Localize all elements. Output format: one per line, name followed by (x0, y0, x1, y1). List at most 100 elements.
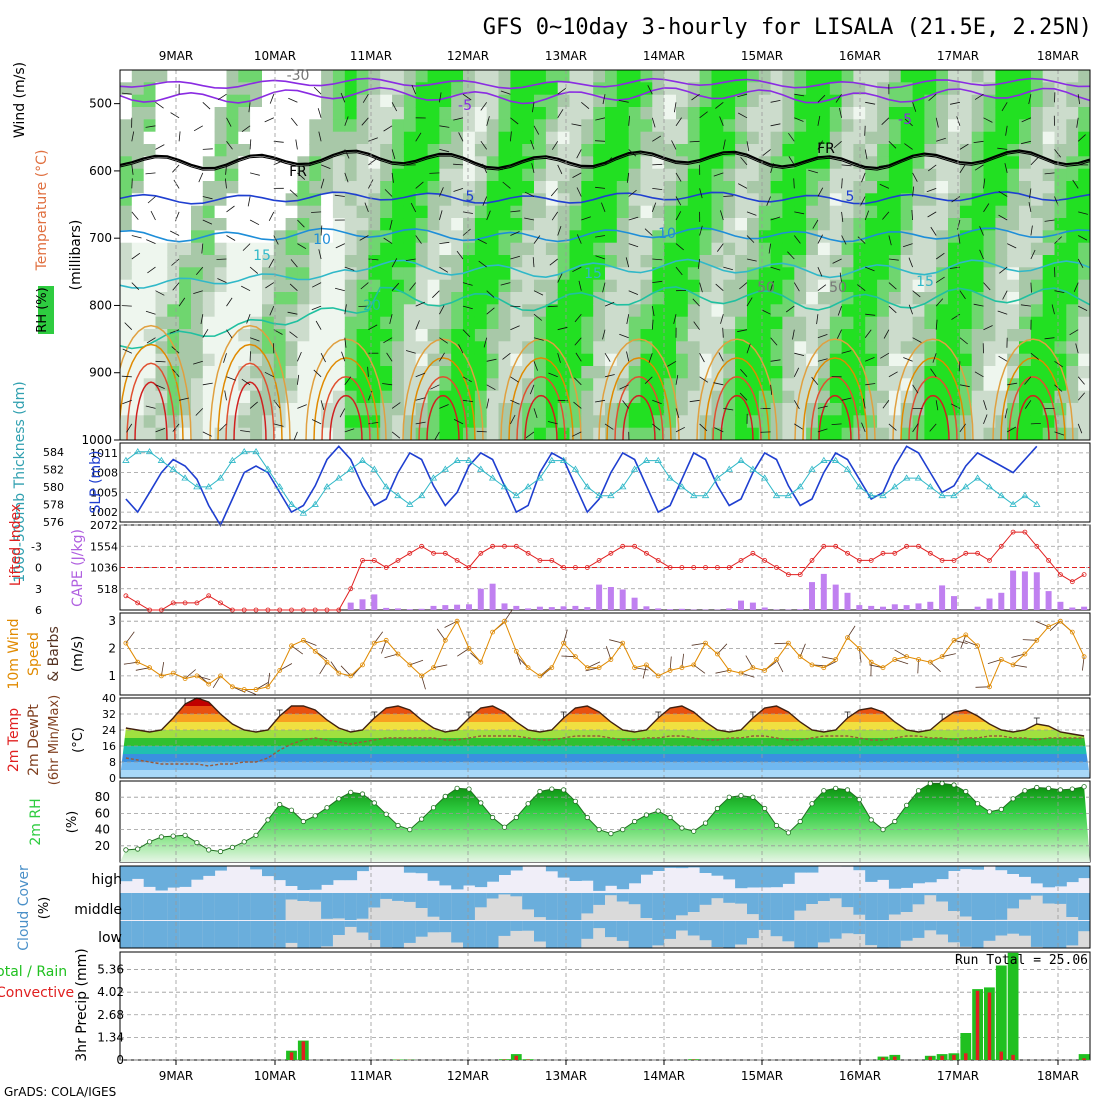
rh-cell (451, 242, 464, 256)
rh-cell (1078, 267, 1090, 281)
wind-barb (344, 266, 355, 271)
lifted-index-point (833, 543, 839, 549)
wind-barb (761, 309, 771, 315)
rh-cell (699, 168, 712, 182)
rh-point (206, 847, 212, 853)
rh-cell (593, 131, 606, 145)
rh-cell (285, 94, 298, 108)
rh-cell (817, 119, 831, 133)
rh-cell (368, 267, 381, 281)
rh-cell (238, 292, 251, 305)
wind-barb (529, 384, 535, 395)
cloud-cell (735, 866, 748, 889)
rh-point (1022, 788, 1028, 794)
rh-cell (202, 267, 216, 281)
rh-cell (309, 230, 322, 244)
rh-cell (155, 193, 168, 207)
rh-cell (687, 390, 701, 404)
wind-barb (652, 258, 663, 261)
thickness-point (122, 456, 130, 463)
rh-cell (131, 218, 145, 231)
rh-cell (332, 304, 346, 318)
cloud-cell (392, 893, 405, 901)
rh-cell (368, 415, 381, 429)
rh-point (584, 814, 590, 821)
rh-cell (959, 181, 973, 194)
cloud-clear-cell (924, 893, 937, 920)
rh-cell (415, 70, 429, 83)
rh-cell (392, 181, 405, 194)
rh-cell (344, 316, 358, 330)
thickness-point (370, 465, 379, 472)
rh-cell (557, 205, 571, 219)
rh-cell (332, 181, 346, 194)
cape-bar (1057, 601, 1064, 610)
cloud-cell (699, 866, 712, 873)
rh-cell (214, 131, 227, 145)
rh-cell (557, 70, 571, 83)
rh-point (903, 802, 910, 808)
wind-speed-point (726, 668, 732, 673)
thickness-point (772, 491, 781, 499)
wind-barb (911, 209, 913, 221)
rh-cell (179, 181, 192, 194)
rh-cell (888, 255, 902, 268)
wind-barb (200, 314, 204, 325)
rh-cell (332, 267, 346, 281)
slp-tick: 1011 (90, 447, 118, 460)
cloud-cell (865, 893, 878, 920)
rh-cell (770, 341, 783, 355)
rh-cell (439, 279, 452, 293)
rh-cell (545, 168, 559, 182)
contour-5 (120, 191, 1090, 205)
cape-bar (395, 608, 401, 610)
rh-tick: 40 (95, 823, 110, 837)
rh-cell (971, 267, 985, 281)
cloud-cell (699, 893, 712, 905)
rh-cell (380, 267, 393, 281)
wind-barb (794, 423, 803, 430)
wind-barb (193, 360, 203, 365)
rh-cell (486, 329, 500, 342)
rh-cell (285, 70, 298, 83)
wind-speed-point (537, 673, 543, 679)
wind-barb (1078, 235, 1088, 241)
rh-cell (936, 366, 949, 379)
rh-cell (817, 168, 831, 182)
rh-cell (747, 181, 760, 194)
rh-cell (191, 94, 204, 108)
rh-cell (723, 181, 736, 194)
wind-barb (533, 125, 540, 135)
thickness-point (299, 509, 308, 516)
rh-cell (368, 329, 381, 342)
rh-point (241, 839, 247, 845)
panel-frame (119, 951, 1091, 1061)
wind-barb (888, 282, 897, 290)
rh-cell (120, 242, 133, 256)
rh-cell (1042, 119, 1056, 133)
wind-barb (533, 313, 543, 321)
rh-cell (652, 181, 665, 194)
rh-cell (1019, 242, 1032, 256)
rh-cell (770, 131, 783, 145)
rh-cell (120, 131, 133, 145)
rh-cell (806, 316, 819, 330)
rh-cell (179, 304, 192, 318)
cloud-cell (841, 893, 854, 908)
rh-cell (794, 341, 807, 355)
lifted-index-point (726, 565, 732, 570)
rh-cell (995, 267, 1008, 281)
rh-cell (652, 107, 665, 120)
contour-label: 20 (363, 298, 381, 314)
rh-cell (841, 230, 854, 244)
rh-cell (202, 341, 216, 355)
rh-cell (817, 267, 831, 281)
rh-cell (191, 107, 204, 120)
cloud-cell (652, 866, 665, 871)
wind-barb (912, 337, 922, 343)
rh-cell (865, 168, 878, 182)
wind-speed-point (147, 665, 153, 671)
rh-cell (332, 341, 346, 355)
rh-cell (510, 205, 523, 219)
wind-barb (912, 102, 917, 112)
